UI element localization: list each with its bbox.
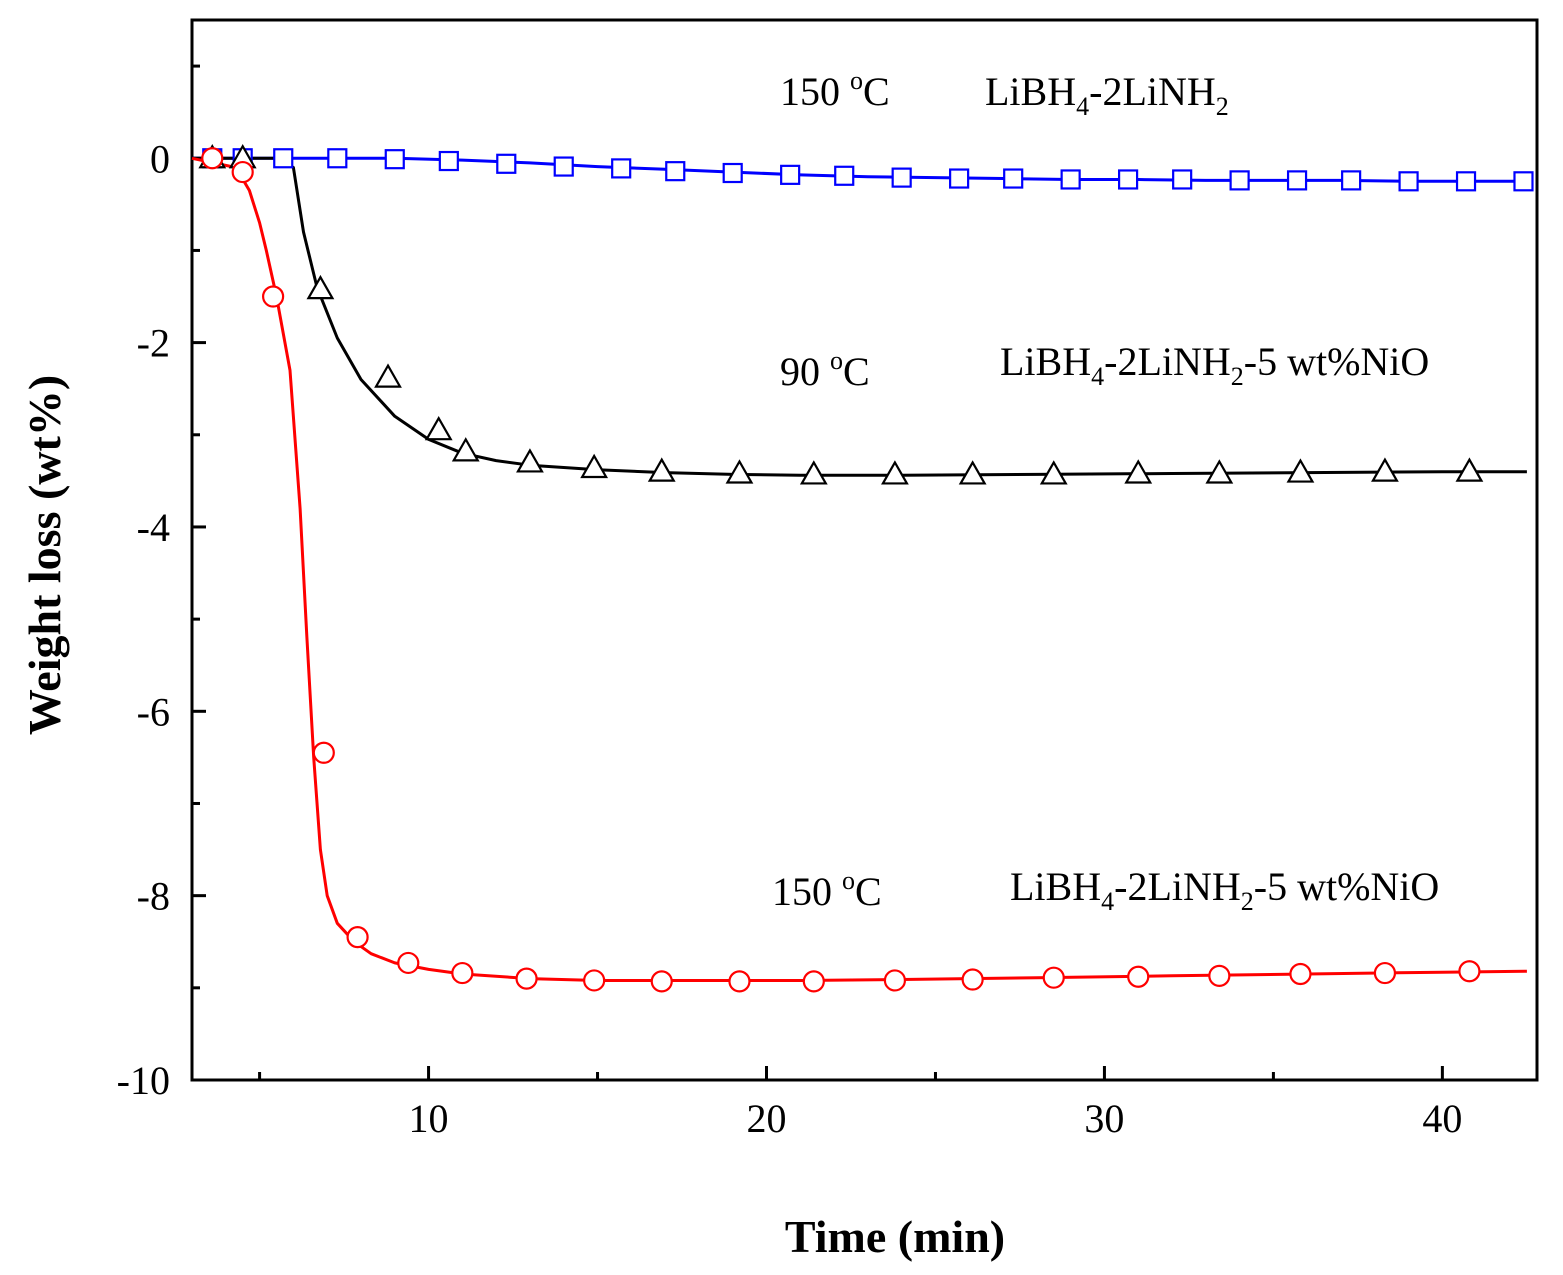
series-line-circle	[191, 156, 1527, 982]
data-point-circle	[802, 970, 825, 993]
data-point-triangle	[306, 274, 335, 300]
data-point-square	[1229, 170, 1250, 191]
data-point-square	[553, 156, 574, 177]
x-tick-label: 30	[1084, 1096, 1124, 1141]
series-line-triangle	[192, 156, 1527, 477]
data-point-triangle	[516, 448, 544, 473]
data-point-square	[949, 168, 970, 189]
data-point-triangle	[1205, 459, 1234, 484]
y-tick-label: -6	[137, 689, 170, 734]
data-point-circle	[201, 147, 224, 170]
data-point-circle	[346, 926, 369, 949]
data-point-square	[1003, 168, 1024, 189]
data-point-circle	[1208, 964, 1231, 987]
y-tick-label: 0	[150, 136, 170, 181]
data-point-circle	[583, 969, 606, 992]
y-tick-label: -8	[137, 874, 170, 919]
data-point-triangle	[1124, 459, 1153, 484]
data-point-triangle	[1455, 457, 1484, 482]
y-tick-label: -10	[117, 1058, 170, 1103]
data-point-square	[891, 167, 912, 188]
data-point-square	[1513, 171, 1534, 192]
data-point-triangle	[580, 453, 609, 479]
data-point-square	[438, 150, 459, 172]
data-point-triangle	[374, 363, 402, 388]
x-tick-label: 40	[1422, 1096, 1462, 1141]
data-point-triangle	[725, 459, 754, 484]
data-point-triangle	[1371, 457, 1399, 482]
y-tick-label: -2	[137, 321, 170, 366]
data-point-triangle	[424, 415, 453, 441]
data-point-square	[722, 162, 743, 184]
data-point-triangle	[1286, 458, 1315, 483]
data-point-square	[1060, 169, 1081, 190]
data-point-circle	[650, 970, 673, 993]
data-point-circle	[515, 967, 538, 990]
x-tick-label: 20	[746, 1096, 786, 1141]
data-point-circle	[728, 970, 751, 993]
data-point-triangle	[1039, 460, 1068, 485]
plot-area	[190, 18, 1539, 1082]
series-markers	[198, 144, 1534, 993]
data-point-square	[496, 153, 517, 174]
data-point-triangle	[881, 460, 909, 485]
data-point-square	[327, 148, 348, 169]
data-point-circle	[262, 285, 285, 308]
data-point-triangle	[647, 457, 676, 482]
data-point-triangle	[799, 460, 828, 485]
annotation-temp-150-red: 150 oC	[772, 866, 882, 914]
annotation-composition-black: LiBH4-2LiNH2-5 wt%NiO	[1000, 339, 1429, 391]
data-point-triangle	[451, 437, 480, 462]
data-point-circle	[1289, 962, 1312, 986]
data-point-circle	[961, 968, 984, 991]
data-point-square	[780, 164, 801, 185]
plot-frame	[190, 18, 1539, 1082]
series-lines	[191, 156, 1527, 982]
annotation-composition-blue: LiBH4-2LiNH2	[985, 69, 1229, 121]
data-point-square	[1117, 169, 1139, 190]
data-point-square	[834, 165, 855, 186]
y-tick-label: -4	[137, 505, 170, 550]
series-line-square	[192, 156, 1527, 183]
data-point-square	[1455, 171, 1477, 192]
data-point-triangle	[958, 460, 987, 485]
data-point-circle	[231, 160, 254, 184]
data-point-square	[611, 158, 632, 179]
data-point-circle	[312, 741, 335, 764]
data-point-square	[384, 149, 405, 170]
annotation-temp-150-blue: 150 oC	[780, 66, 890, 114]
y-axis-title: Weight loss (wt%)	[19, 375, 70, 735]
annotation-temp-90-black: 90 oC	[780, 346, 870, 394]
data-point-circle	[1127, 965, 1150, 988]
data-point-circle	[1458, 960, 1481, 983]
axis-ticks: 10 20 30 40 0 -2 -4 -6 -8 -10	[117, 64, 1462, 1141]
x-tick-label: 10	[409, 1096, 449, 1141]
data-point-square	[1398, 171, 1419, 192]
data-point-circle	[397, 951, 420, 975]
data-point-circle	[1373, 961, 1397, 985]
data-point-circle	[451, 961, 474, 985]
x-axis-title: Time (min)	[785, 1211, 1005, 1262]
data-point-circle	[1042, 966, 1065, 989]
data-point-square	[273, 148, 294, 169]
data-point-square	[1286, 170, 1308, 191]
annotation-composition-red: LiBH4-2LiNH2-5 wt%NiO	[1010, 864, 1439, 916]
data-point-square	[665, 161, 686, 182]
data-point-square	[1341, 170, 1362, 191]
data-point-circle	[883, 969, 907, 992]
data-point-square	[1172, 169, 1193, 190]
